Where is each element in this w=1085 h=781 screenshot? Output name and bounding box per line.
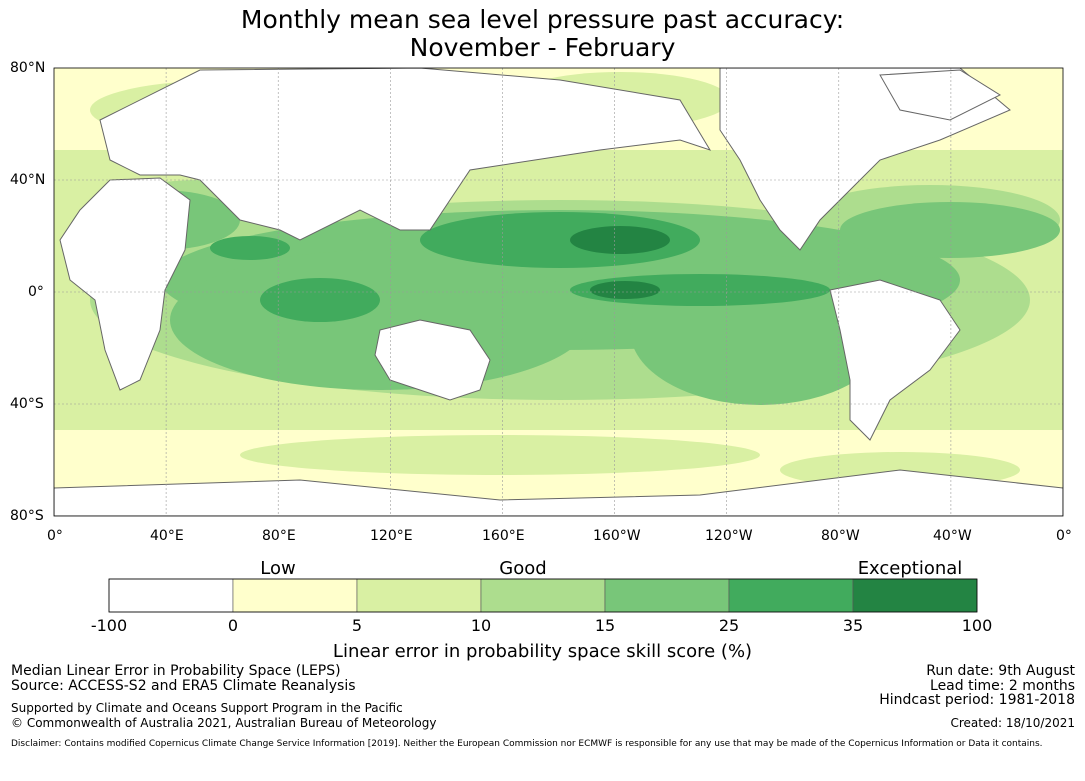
colorbar-category-exceptional: Exceptional: [857, 558, 963, 579]
footer-disclaimer: Disclaimer: Contains modified Copernicus…: [11, 739, 1043, 749]
colorbar-tick: 5: [351, 616, 363, 635]
footer-lead-time: Lead time: 2 months: [930, 678, 1075, 694]
continents: [54, 68, 1063, 516]
chart-title-line2: November - February: [409, 33, 676, 62]
lat-tick-80s: 80°S: [10, 508, 44, 524]
colorbar: [108, 578, 978, 613]
footer-created: Created: 18/10/2021: [950, 716, 1075, 730]
colorbar-tick: 100: [961, 616, 993, 635]
colorbar-tick: 25: [718, 616, 740, 635]
lon-tick-80e: 80°E: [262, 528, 296, 544]
footer-support: Supported by Climate and Oceans Support …: [11, 701, 403, 715]
skill-field: [54, 68, 1063, 516]
colorbar-label: Linear error in probability space skill …: [332, 641, 753, 662]
colorbar-tick: 15: [594, 616, 616, 635]
skill-band-35-100: [570, 226, 670, 299]
lat-tick-40n: 40°N: [10, 172, 46, 188]
lon-tick-120e: 120°E: [370, 528, 413, 544]
lat-tick-0: 0°: [28, 284, 44, 300]
colorbar-tick: 10: [470, 616, 492, 635]
map-frame: [53, 67, 1064, 517]
south-america: [829, 279, 961, 441]
colorbar-tick: 35: [842, 616, 864, 635]
colorbar-tick: 0: [227, 616, 239, 635]
colorbar-category-good: Good: [499, 558, 547, 579]
colorbar-category-low: Low: [260, 558, 296, 579]
lon-tick-160e: 160°E: [482, 528, 525, 544]
australia: [374, 319, 491, 401]
colorbar-swatch: [108, 578, 234, 613]
colorbar-tick: -100: [90, 616, 128, 635]
colorbar-swatch: [852, 578, 978, 613]
colorbar-swatch: [604, 578, 730, 613]
lon-tick-40w: 40°W: [933, 528, 972, 544]
lon-tick-160w: 160°W: [593, 528, 641, 544]
lon-tick-0-left: 0°: [47, 528, 63, 544]
footer-run-date: Run date: 9th August: [926, 663, 1075, 679]
africa: [59, 177, 191, 391]
chart-title-line1: Monthly mean sea level pressure past acc…: [240, 5, 845, 34]
footer-hindcast: Hindcast period: 1981-2018: [879, 692, 1075, 708]
lat-tick-40s: 40°S: [10, 396, 44, 412]
lat-tick-80n: 80°N: [10, 60, 46, 76]
antarctica: [54, 469, 1063, 516]
greenland: [879, 69, 1002, 121]
footer-source: Source: ACCESS-S2 and ERA5 Climate Reana…: [11, 678, 356, 694]
footer-method: Median Linear Error in Probability Space…: [11, 663, 341, 679]
eurasia: [99, 68, 712, 241]
colorbar-frame: [108, 578, 978, 613]
colorbar-swatch: [480, 578, 606, 613]
colorbar-swatch: [232, 578, 358, 613]
lon-tick-80w: 80°W: [821, 528, 860, 544]
lon-tick-40e: 40°E: [150, 528, 184, 544]
footer-copyright: © Commonwealth of Australia 2021, Austra…: [11, 716, 437, 730]
lon-tick-120w: 120°W: [705, 528, 753, 544]
colorbar-swatch: [356, 578, 482, 613]
lon-tick-0-right: 0°: [1056, 528, 1072, 544]
colorbar-swatch: [728, 578, 854, 613]
graticule: [54, 68, 1063, 516]
